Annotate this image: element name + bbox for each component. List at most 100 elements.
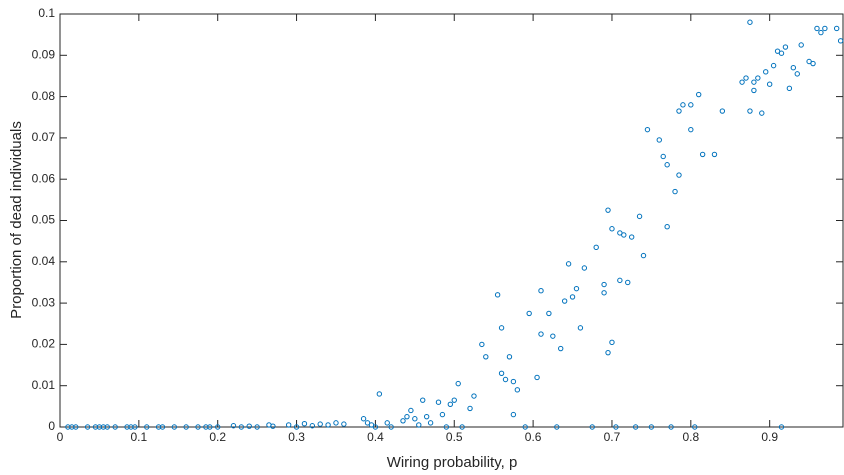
point [660,153,666,160]
point [538,288,544,294]
point [112,424,118,430]
point [573,285,580,292]
point [325,422,331,428]
point [810,60,816,67]
point [719,108,726,114]
x-tick-label: 0.9 [761,430,778,444]
point [144,424,150,430]
point [317,421,323,427]
point [73,424,79,430]
point [510,378,517,385]
x-tick-label: 0.7 [604,430,621,444]
point [766,81,773,87]
y-tick-label: 0.03 [32,295,56,309]
point [656,137,662,143]
point [341,421,347,427]
point [782,44,789,50]
point [435,399,442,405]
point [423,413,430,420]
point [601,281,607,288]
point [613,424,619,430]
point [388,424,394,430]
point [833,25,840,32]
point [84,424,91,430]
point [818,29,824,36]
y-tick-label: 0.09 [32,47,56,61]
point [581,265,588,271]
point [538,331,544,337]
point [420,397,426,403]
point [743,75,749,81]
point [593,244,599,251]
point [526,310,532,317]
point [254,424,260,430]
y-axis-label: Proportion of dead individuals [8,121,25,319]
point [688,126,694,133]
point [561,298,568,304]
point [577,325,584,331]
point [546,310,552,317]
point [759,110,765,116]
point [550,333,556,339]
point [688,102,694,108]
y-tick-label: 0.02 [32,337,56,351]
point [763,69,769,75]
point [451,397,457,403]
point [447,401,454,407]
point [569,294,576,300]
point [696,91,702,98]
point [514,387,521,393]
point [207,424,213,430]
point [293,424,300,430]
point [699,151,706,158]
point [770,62,777,69]
point [609,226,615,232]
point [483,354,489,360]
y-tick-label: 0.08 [32,89,56,103]
point [676,108,682,114]
point [309,423,316,429]
point [159,424,166,430]
x-tick-label: 0 [57,430,64,444]
point [364,420,371,426]
point [502,376,509,383]
point [427,420,434,426]
point [534,374,540,381]
point [806,58,812,65]
point [644,126,651,133]
point [230,423,237,429]
point [459,424,465,430]
point [648,424,655,430]
point [471,393,477,399]
point [617,277,623,284]
point [794,71,800,77]
point [498,370,505,377]
point [376,391,383,397]
point [416,422,422,428]
point [565,261,572,267]
point [672,188,678,195]
point [372,424,379,430]
point [510,411,517,418]
point [558,345,564,352]
point [837,38,844,44]
point [778,50,785,56]
point [132,424,138,430]
x-axis-label: Wiring probability, p [387,454,518,471]
point [412,416,418,422]
point [617,230,623,236]
point [790,64,797,71]
point [522,424,528,430]
point [778,424,785,430]
point [195,424,201,430]
point [285,422,292,428]
point [668,424,674,430]
plot-frame [59,13,844,428]
point [605,207,611,213]
point [786,85,793,92]
point [621,232,627,238]
point [215,424,221,430]
point [404,413,410,420]
point [589,424,595,430]
